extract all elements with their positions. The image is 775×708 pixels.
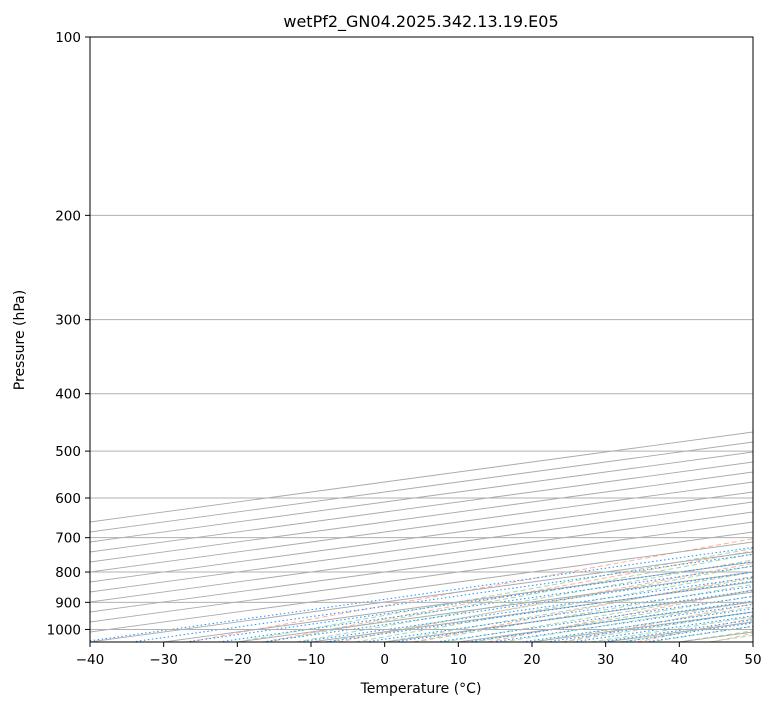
isotherm-line [90, 521, 753, 613]
moist-adiabat [237, 548, 753, 642]
mixing-ratio-line [365, 585, 753, 642]
y-tick-label: 900 [55, 595, 81, 611]
x-axis-label: Temperature (°C) [360, 681, 482, 697]
y-tick-label: 200 [55, 208, 81, 224]
y-tick-label: 300 [55, 313, 81, 329]
mixing-ratio-line [394, 589, 753, 642]
moist-adiabat [473, 595, 753, 642]
moist-adiabat [325, 565, 753, 642]
y-axis: 100 200 300 400 500 600 700 800 900 1000 [47, 30, 90, 638]
isotherm-line [90, 471, 753, 563]
moist-adiabat [384, 577, 753, 642]
mixing-ratio-line [262, 571, 753, 642]
y-tick-label: 500 [55, 444, 81, 460]
x-axis: −40 −30 −20 −10 0 10 20 30 40 50 [76, 642, 762, 668]
moist-adiabat [414, 583, 753, 642]
moist-adiabat [355, 571, 753, 642]
x-tick-label: 10 [450, 652, 467, 668]
y-tick-label: 800 [55, 565, 81, 581]
y-tick-label: 100 [55, 30, 81, 46]
moist-adiabat [502, 601, 753, 642]
y-tick-label: 400 [55, 387, 81, 403]
dry-adiabat [412, 575, 753, 642]
moist-adiabat [561, 611, 753, 642]
mixing-ratio-line [299, 576, 753, 642]
plot-frame [89, 36, 754, 643]
x-tick-label: −10 [297, 652, 326, 668]
isotherm-line [310, 581, 753, 642]
isotherm-line [90, 501, 753, 593]
x-tick-label: −30 [149, 652, 178, 668]
x-tick-label: −20 [223, 652, 252, 668]
moist-adiabat [649, 625, 753, 642]
plot-area: 0.10.20.40.611.52346810131620253036-100-… [90, 37, 753, 642]
isotherm-line [605, 621, 753, 642]
moist-adiabat [266, 553, 753, 642]
dry-adiabat [562, 603, 753, 642]
x-tick-label: 20 [523, 652, 540, 668]
dry-adiabat [487, 589, 753, 642]
isotherm-line [531, 611, 753, 642]
x-tick-label: 0 [380, 652, 389, 668]
dry-adiabat [263, 550, 753, 642]
dry-adiabat [338, 562, 753, 642]
x-tick-label: 30 [597, 652, 614, 668]
isotherm-line [90, 451, 753, 543]
y-tick-label: 600 [55, 491, 81, 507]
isotherm-line [90, 511, 753, 603]
isotherm-line [679, 631, 753, 642]
x-tick-label: 40 [671, 652, 688, 668]
y-tick-label: 700 [55, 531, 81, 547]
isotherm-line [90, 491, 753, 583]
isotherm-line [752, 641, 753, 642]
mixing-ratio-line [90, 546, 753, 642]
dry-adiabat [636, 617, 753, 642]
y-axis-label: Pressure (hPa) [12, 290, 28, 390]
dry-adiabat [711, 632, 753, 642]
y-tick-label: 1000 [47, 622, 81, 638]
moist-adiabat [708, 634, 753, 642]
chart-title: wetPf2_GN04.2025.342.13.19.E05 [283, 12, 558, 32]
moist-adiabat [531, 606, 753, 642]
x-tick-label: −40 [76, 652, 105, 668]
isotherm-line [384, 591, 753, 642]
isotherm-line [90, 461, 753, 553]
x-tick-label: 50 [744, 652, 761, 668]
isotherm-line [90, 551, 753, 642]
isotherm-line [90, 531, 753, 623]
mixing-ratio-line [326, 580, 753, 642]
isotherm-line [90, 541, 753, 633]
isotherm-line [90, 481, 753, 573]
mixing-ratio-line [645, 625, 753, 642]
moist-adiabat [679, 630, 753, 642]
